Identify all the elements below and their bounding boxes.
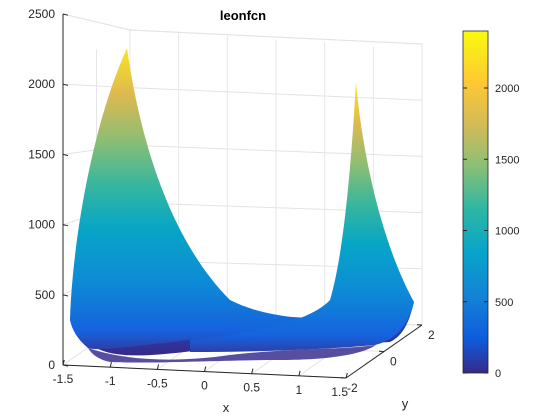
- x-tick: [251, 368, 254, 374]
- x-tick-label: 1: [295, 383, 302, 397]
- surface-right-peak: [190, 82, 414, 352]
- y-tick-labels: -2 0 2: [340, 324, 435, 395]
- colorbar-gradient: [462, 30, 489, 374]
- surface-front-trough: [88, 345, 376, 363]
- z-tick: [62, 294, 69, 297]
- z-tick: [62, 153, 69, 157]
- z-tick-label: 2500: [28, 7, 55, 21]
- x-tick-label: -0.5: [147, 376, 168, 390]
- z-tick-label: 500: [35, 288, 55, 302]
- z-tick-labels: 0 500 1000 1500 2000 2500: [28, 7, 69, 372]
- x-tick-label: 1.5: [331, 385, 348, 399]
- x-tick: [204, 366, 207, 372]
- colorbar-tick-label: 1000: [495, 226, 519, 238]
- z-tick: [62, 224, 69, 227]
- y-tick-label: -2: [347, 381, 358, 395]
- x-tick-label: 0: [201, 379, 208, 393]
- z-tick: [62, 364, 69, 367]
- y-tick-label: 2: [428, 328, 435, 342]
- x-tick: [62, 359, 65, 366]
- y-tick-label: 0: [390, 355, 397, 369]
- x-tick-label: 0.5: [243, 381, 260, 395]
- surface-left-peak: [70, 48, 345, 350]
- colorbar: 0 500 1000 1500 2000: [462, 30, 519, 380]
- colorbar-tick-label: 0: [495, 368, 501, 380]
- x-tick-label: -1: [105, 374, 116, 388]
- colorbar-tick-label: 2000: [495, 83, 519, 95]
- z-tick: [62, 83, 69, 86]
- colorbar-tick-label: 500: [495, 297, 513, 309]
- z-tick: [62, 13, 69, 16]
- x-tick: [345, 372, 348, 379]
- x-tick: [156, 364, 160, 370]
- z-tick-label: 2000: [28, 77, 55, 91]
- z-tick-label: 0: [48, 358, 55, 372]
- x-tick-labels: -1.5 -1 -0.5 0 0.5 1 1.5: [53, 359, 348, 399]
- x-tick: [109, 362, 112, 368]
- y-axis-label: y: [402, 396, 409, 411]
- z-tick-label: 1500: [28, 147, 55, 161]
- x-axis-label: x: [223, 400, 230, 415]
- colorbar-ticks: 0 500 1000 1500 2000: [463, 83, 519, 380]
- chart-title: leonfcn: [220, 8, 266, 23]
- surface: [70, 48, 414, 363]
- z-tick-label: 1000: [28, 218, 55, 232]
- colorbar-tick-label: 1500: [495, 154, 519, 166]
- x-tick: [298, 370, 301, 376]
- x-tick-label: -1.5: [53, 372, 74, 386]
